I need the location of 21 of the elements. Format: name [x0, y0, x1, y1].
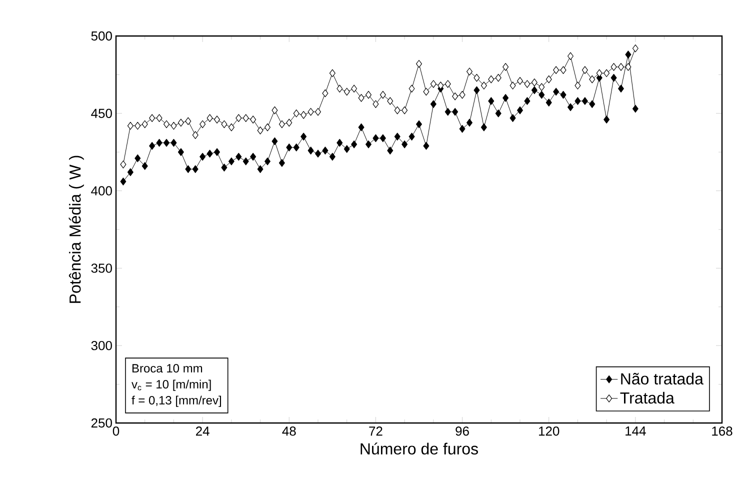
y-tick-label: 300 — [91, 340, 112, 350]
x-tick-label: 120 — [539, 426, 560, 436]
legend-label: Tratada — [620, 392, 674, 404]
y-tick-label: 450 — [91, 108, 112, 118]
y-tick-label: 500 — [91, 31, 112, 41]
y-tick-label: 250 — [91, 418, 112, 428]
x-tick-label: 72 — [369, 426, 382, 436]
y-tick-label: 350 — [91, 264, 112, 273]
x-tick-label: 0 — [112, 426, 120, 436]
x-axis-title: Número de furos — [360, 442, 478, 455]
x-tick-label: 144 — [626, 426, 646, 436]
y-tick-label: 400 — [91, 186, 112, 196]
annotation: Broca 10 mm — [132, 364, 202, 373]
annotation: v$_{c}$ = 10 [m/min] — [132, 380, 211, 391]
x-tick-label: 48 — [282, 426, 296, 436]
x-tick-label: 24 — [196, 426, 210, 436]
y-axis-title: Potência Média ( W ) — [68, 156, 84, 303]
x-tick-label: 168 — [712, 426, 732, 436]
legend-label: Não tratada — [621, 372, 704, 385]
x-tick-label: 96 — [456, 426, 469, 436]
annotation: f = 0,13 [mm/rev] — [132, 396, 221, 407]
